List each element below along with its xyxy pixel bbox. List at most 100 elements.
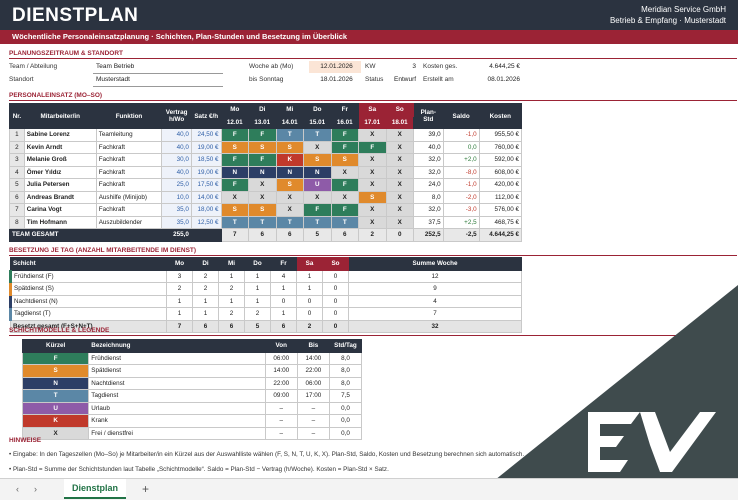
shift-cell[interactable]: T (220, 215, 250, 229)
shift-cell[interactable]: T (275, 128, 305, 142)
shift-cell[interactable]: F (330, 128, 360, 142)
shift-cell[interactable]: T (303, 128, 332, 142)
shift-cell[interactable]: F (248, 128, 277, 142)
shift-cell[interactable]: X (248, 178, 277, 192)
shift-cell[interactable]: N (275, 165, 305, 179)
shift-cell[interactable]: S (275, 140, 305, 154)
employee-function[interactable]: Fachkraft (95, 140, 163, 154)
legend-to[interactable]: – (296, 426, 330, 440)
shift-cell[interactable]: U (303, 178, 332, 192)
hourly-rate[interactable]: 14,00 € (190, 190, 222, 204)
legend-from[interactable]: 09:00 (264, 389, 298, 403)
shift-cell[interactable]: N (220, 165, 250, 179)
legend-from[interactable]: – (264, 401, 298, 415)
employee-function[interactable]: Fachkraft (95, 203, 163, 217)
shift-cell[interactable]: X (358, 128, 387, 142)
shift-cell[interactable]: F (303, 203, 332, 217)
shift-cell[interactable]: S (358, 190, 387, 204)
legend-from[interactable]: 14:00 (264, 364, 298, 378)
shift-cell[interactable]: F (220, 128, 250, 142)
shift-cell[interactable]: T (275, 215, 305, 229)
employee-name[interactable]: Tim Hofmann (23, 215, 97, 229)
contract-hours[interactable]: 25,0 (161, 178, 192, 192)
shift-cell[interactable]: X (385, 190, 415, 204)
legend-to[interactable]: 17:00 (296, 389, 330, 403)
week-from-field[interactable]: 12.01.2026 (309, 61, 361, 73)
add-sheet-button[interactable]: + (142, 482, 150, 496)
hourly-rate[interactable]: 19,00 € (190, 165, 222, 179)
shift-cell[interactable]: F (248, 153, 277, 167)
shift-cell[interactable]: S (248, 140, 277, 154)
employee-function[interactable]: Fachkraft (95, 153, 163, 167)
employee-name[interactable]: Kevin Arndt (23, 140, 97, 154)
employee-name[interactable]: Ömer Yıldız (23, 165, 97, 179)
shift-cell[interactable]: X (385, 153, 415, 167)
shift-cell[interactable]: T (303, 215, 332, 229)
shift-cell[interactable]: X (220, 190, 250, 204)
location-field[interactable]: Musterstadt (93, 74, 223, 87)
hourly-rate[interactable]: 19,00 € (190, 140, 222, 154)
employee-name[interactable]: Julia Petersen (23, 178, 97, 192)
shift-cell[interactable]: F (330, 178, 360, 192)
hourly-rate[interactable]: 12,50 € (190, 215, 222, 229)
contract-hours[interactable]: 30,0 (161, 153, 192, 167)
shift-cell[interactable]: X (385, 215, 415, 229)
shift-cell[interactable]: X (385, 203, 415, 217)
tab-next-button[interactable]: › (34, 484, 37, 494)
legend-to[interactable]: – (296, 414, 330, 428)
shift-cell[interactable]: T (248, 215, 277, 229)
shift-cell[interactable]: X (358, 203, 387, 217)
legend-to[interactable]: – (296, 401, 330, 415)
shift-cell[interactable]: X (385, 165, 415, 179)
shift-cell[interactable]: X (358, 165, 387, 179)
shift-cell[interactable]: K (275, 153, 305, 167)
shift-cell[interactable]: X (248, 190, 277, 204)
shift-cell[interactable]: X (385, 128, 415, 142)
employee-name[interactable]: Sabine Lorenz (23, 128, 97, 142)
legend-to[interactable]: 14:00 (296, 351, 330, 365)
hourly-rate[interactable]: 17,50 € (190, 178, 222, 192)
shift-cell[interactable]: F (330, 140, 360, 154)
employee-name[interactable]: Carina Vogt (23, 203, 97, 217)
legend-from[interactable]: 22:00 (264, 376, 298, 390)
shift-cell[interactable]: X (330, 190, 360, 204)
shift-cell[interactable]: S (303, 153, 332, 167)
shift-cell[interactable]: S (275, 178, 305, 192)
employee-function[interactable]: Auszubildender (95, 215, 163, 229)
tab-prev-button[interactable]: ‹ (16, 484, 19, 494)
shift-cell[interactable]: F (220, 153, 250, 167)
contract-hours[interactable]: 40,0 (161, 165, 192, 179)
shift-cell[interactable]: X (358, 153, 387, 167)
employee-name[interactable]: Andreas Brandt (23, 190, 97, 204)
shift-cell[interactable]: X (275, 190, 305, 204)
employee-function[interactable]: Aushilfe (Minijob) (95, 190, 163, 204)
employee-name[interactable]: Melanie Groß (23, 153, 97, 167)
contract-hours[interactable]: 40,0 (161, 128, 192, 142)
shift-cell[interactable]: X (330, 165, 360, 179)
shift-cell[interactable]: F (358, 140, 387, 154)
tab-dienstplan[interactable]: Dienstplan (64, 479, 127, 499)
shift-cell[interactable]: X (303, 140, 332, 154)
shift-cell[interactable]: N (303, 165, 332, 179)
shift-cell[interactable]: T (330, 215, 360, 229)
shift-cell[interactable]: X (385, 140, 415, 154)
shift-cell[interactable]: F (330, 203, 360, 217)
employee-function[interactable]: Teamleitung (95, 128, 163, 142)
legend-from[interactable]: – (264, 414, 298, 428)
contract-hours[interactable]: 10,0 (161, 190, 192, 204)
shift-cell[interactable]: X (303, 190, 332, 204)
shift-cell[interactable]: X (358, 178, 387, 192)
shift-cell[interactable]: F (220, 178, 250, 192)
hourly-rate[interactable]: 18,50 € (190, 153, 222, 167)
hourly-rate[interactable]: 18,00 € (190, 203, 222, 217)
hourly-rate[interactable]: 24,50 € (190, 128, 222, 142)
shift-cell[interactable]: S (330, 153, 360, 167)
shift-cell[interactable]: X (385, 178, 415, 192)
shift-cell[interactable]: S (220, 203, 250, 217)
legend-from[interactable]: – (264, 426, 298, 440)
legend-to[interactable]: 22:00 (296, 364, 330, 378)
shift-cell[interactable]: N (248, 165, 277, 179)
legend-from[interactable]: 06:00 (264, 351, 298, 365)
employee-function[interactable]: Fachkraft (95, 178, 163, 192)
shift-cell[interactable]: X (358, 215, 387, 229)
